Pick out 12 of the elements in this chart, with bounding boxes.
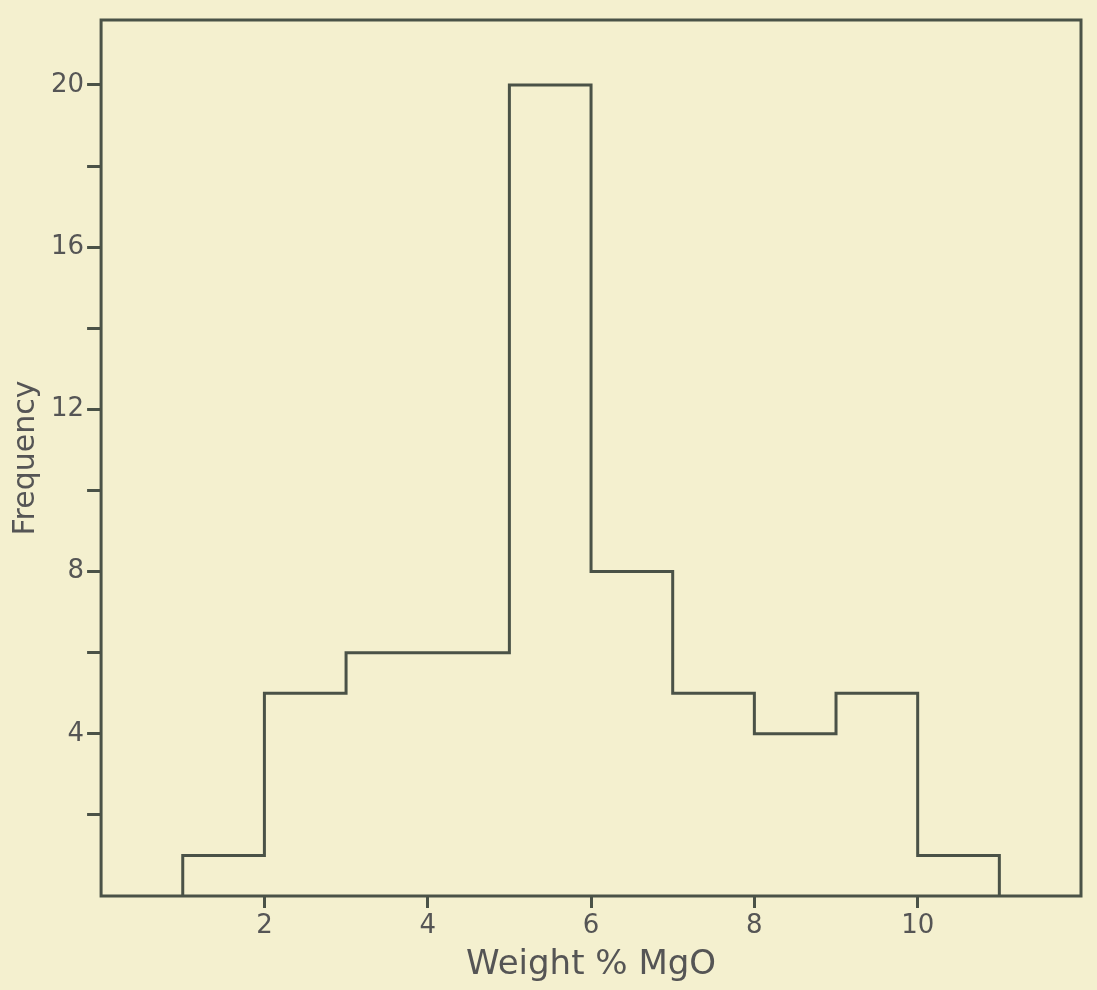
y-tick-label: 20 bbox=[50, 67, 85, 98]
y-axis-title: Frequency bbox=[5, 380, 41, 536]
x-tick-label: 10 bbox=[901, 909, 935, 940]
y-tick-label: 16 bbox=[50, 229, 85, 260]
x-axis-title: Weight % MgO bbox=[466, 942, 717, 983]
y-tick-label: 12 bbox=[50, 392, 85, 423]
y-tick-label: 4 bbox=[67, 716, 85, 747]
x-tick-label: 2 bbox=[256, 909, 273, 940]
x-tick-label: 4 bbox=[419, 909, 436, 940]
x-tick-label: 6 bbox=[582, 909, 600, 940]
y-tick-label: 8 bbox=[67, 554, 85, 585]
x-tick-label: 8 bbox=[746, 909, 763, 940]
